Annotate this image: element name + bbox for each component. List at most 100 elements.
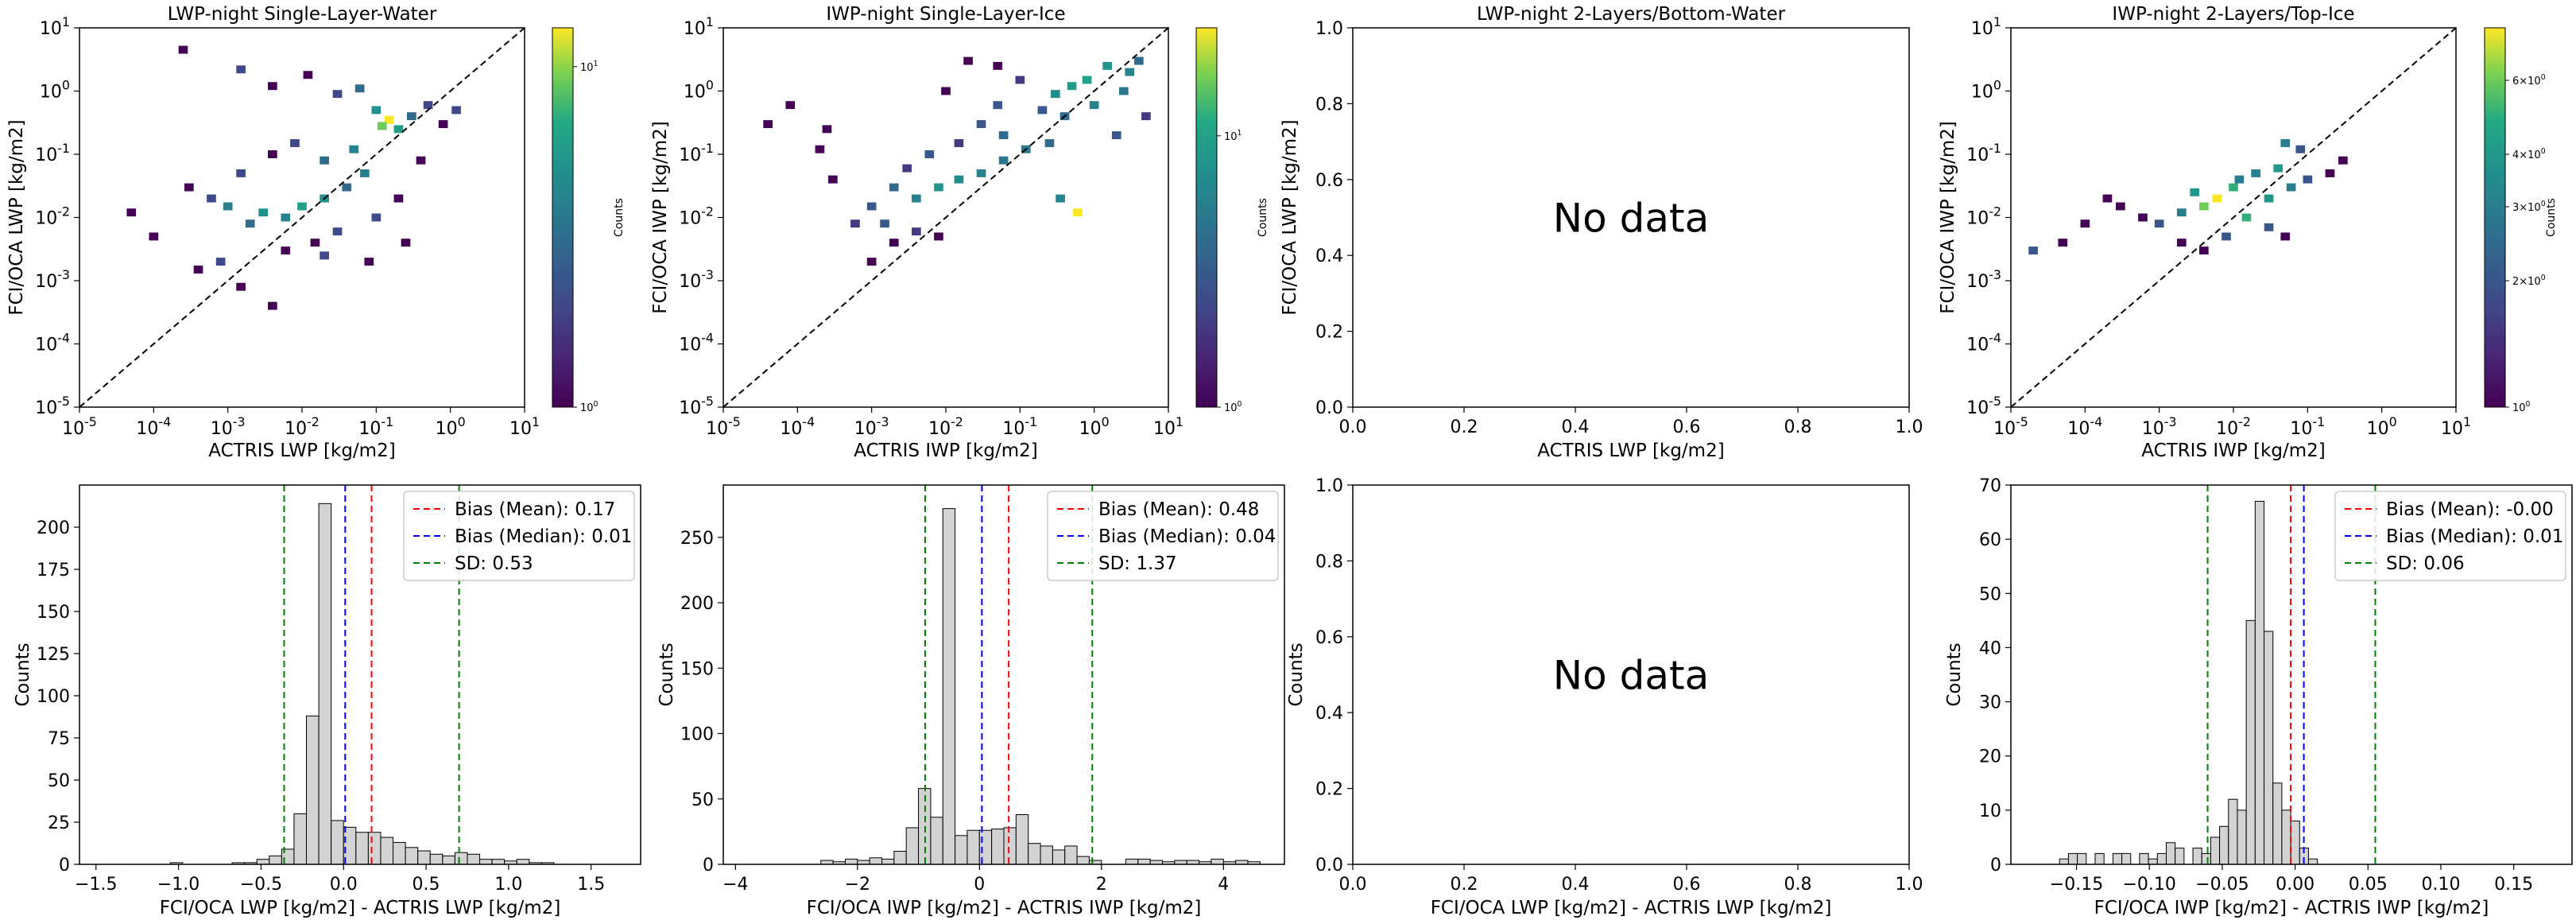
density-cell bbox=[377, 122, 387, 130]
density-cell bbox=[126, 208, 137, 217]
density-cell bbox=[2028, 246, 2038, 255]
density-cell bbox=[354, 84, 365, 93]
x-tick-label: 0 bbox=[974, 875, 985, 895]
histogram-bar bbox=[2156, 852, 2167, 865]
y-tick-label: 100 bbox=[37, 687, 70, 707]
x-tick-label: 0.6 bbox=[1673, 875, 1701, 895]
density-cell bbox=[2338, 156, 2348, 165]
y-tick-label: 0 bbox=[1990, 856, 2001, 875]
x-tick-label: 0.2 bbox=[1451, 875, 1478, 895]
y-tick-label: 40 bbox=[1979, 639, 2001, 658]
y-tick-label: 1.0 bbox=[1315, 19, 1343, 39]
colorbar-tick-label: 100 bbox=[580, 400, 598, 414]
colorbar-tick-label: 2×100 bbox=[2512, 274, 2546, 288]
density-cell bbox=[193, 266, 203, 274]
y-axis-label: Counts bbox=[657, 642, 677, 706]
density-cell bbox=[451, 106, 461, 115]
y-tick-label: 10-5 bbox=[35, 394, 70, 418]
y-tick-label: 175 bbox=[37, 561, 70, 580]
density-cell bbox=[2199, 246, 2209, 255]
x-tick-label: 4 bbox=[1218, 875, 1229, 895]
density-cell bbox=[2251, 169, 2260, 177]
density-cell bbox=[2154, 219, 2164, 228]
plot-frame bbox=[722, 484, 1285, 865]
density-cell bbox=[2280, 139, 2291, 147]
histogram-bar bbox=[269, 855, 282, 865]
legend-entry: SD: 1.37 bbox=[1098, 553, 1177, 574]
density-cell bbox=[954, 139, 964, 147]
colorbar bbox=[552, 27, 574, 408]
histogram-bar bbox=[2059, 858, 2069, 865]
histogram-bar bbox=[991, 829, 1005, 865]
histogram-bar bbox=[1003, 827, 1017, 865]
density-cell bbox=[941, 87, 951, 95]
density-cell bbox=[993, 101, 1003, 110]
histogram-bar bbox=[2094, 852, 2105, 865]
density-cell bbox=[393, 194, 404, 203]
x-tick-label: −0.10 bbox=[2122, 875, 2175, 895]
x-tick-label: 10-5 bbox=[62, 414, 97, 439]
density-cell bbox=[1102, 61, 1112, 70]
y-tick-label: 150 bbox=[680, 659, 714, 679]
y-axis-label: FCI/OCA IWP [kg/m2] bbox=[650, 121, 671, 313]
x-tick-label: 10-1 bbox=[358, 414, 393, 439]
y-tick-label: 75 bbox=[48, 729, 70, 749]
density-cell bbox=[815, 145, 825, 153]
density-cell bbox=[1125, 68, 1135, 76]
density-cell bbox=[268, 82, 277, 91]
density-cell bbox=[889, 239, 899, 247]
histogram-bar bbox=[318, 503, 332, 865]
x-tick-label: 0.4 bbox=[1562, 417, 1590, 437]
no-data-label: No data bbox=[1553, 653, 1710, 699]
x-tick-label: 0.15 bbox=[2494, 875, 2533, 895]
y-tick-label: 10-4 bbox=[1966, 331, 2001, 355]
histogram-bar bbox=[2290, 820, 2300, 865]
y-tick-label: 10-4 bbox=[679, 331, 714, 355]
density-cell bbox=[889, 183, 899, 192]
density-cell bbox=[1134, 56, 1144, 65]
y-tick-label: 125 bbox=[37, 645, 70, 665]
density-cell bbox=[438, 120, 448, 129]
density-cell bbox=[2286, 183, 2296, 192]
y-tick-label: 0.8 bbox=[1315, 95, 1343, 115]
histogram-bar bbox=[2281, 809, 2291, 865]
x-tick-label: 10-4 bbox=[136, 414, 171, 439]
plot-frame bbox=[1352, 484, 1910, 865]
x-tick-label: 10-3 bbox=[211, 414, 246, 439]
y-tick-label: 0.2 bbox=[1315, 780, 1343, 800]
histogram-bar bbox=[331, 820, 344, 865]
y-tick-label: 60 bbox=[1979, 530, 2001, 550]
density-cell bbox=[2264, 223, 2274, 231]
x-tick-label: 0.4 bbox=[1562, 875, 1590, 895]
x-tick-label: 0.05 bbox=[2349, 875, 2388, 895]
scatter-density-panel-3: 0.0 0.2 0.4 0.6 0.8 1.0 0.0 0.2 0.4 0.6 0.8 1.0 LWP-… bbox=[1280, 4, 1923, 461]
density-cell bbox=[2212, 194, 2222, 203]
histogram-bar bbox=[2175, 848, 2185, 865]
histogram-bar bbox=[1076, 856, 1090, 865]
y-tick-label: 20 bbox=[1979, 747, 2001, 767]
histogram-bar bbox=[2201, 852, 2211, 865]
density-cell bbox=[954, 175, 964, 184]
density-cell bbox=[2199, 202, 2209, 211]
density-cell bbox=[384, 115, 394, 124]
density-cell bbox=[423, 101, 433, 110]
density-cell bbox=[2176, 239, 2187, 247]
x-axis-label: ACTRIS IWP [kg/m2] bbox=[2141, 441, 2325, 461]
legend: Bias (Mean): 0.17 Bias (Median): 0.01 SD: … bbox=[403, 491, 635, 581]
one-to-one-line bbox=[722, 27, 1169, 408]
density-cell bbox=[2102, 194, 2113, 203]
density-cell bbox=[912, 227, 921, 236]
histogram-bar bbox=[966, 829, 980, 865]
density-cell bbox=[2264, 194, 2274, 203]
density-cell bbox=[245, 219, 255, 228]
colorbar-label: Counts bbox=[2545, 198, 2558, 237]
density-cell bbox=[2303, 175, 2313, 184]
y-axis-label: Counts bbox=[1286, 642, 1307, 706]
y-axis-label: FCI/OCA LWP [kg/m2] bbox=[6, 119, 27, 315]
y-tick-label: 70 bbox=[1979, 476, 2001, 496]
histogram-bar bbox=[467, 853, 481, 865]
density-cell bbox=[281, 213, 291, 222]
density-cell bbox=[207, 194, 216, 203]
density-cell bbox=[934, 232, 943, 241]
y-tick-label: 10-3 bbox=[35, 267, 70, 292]
